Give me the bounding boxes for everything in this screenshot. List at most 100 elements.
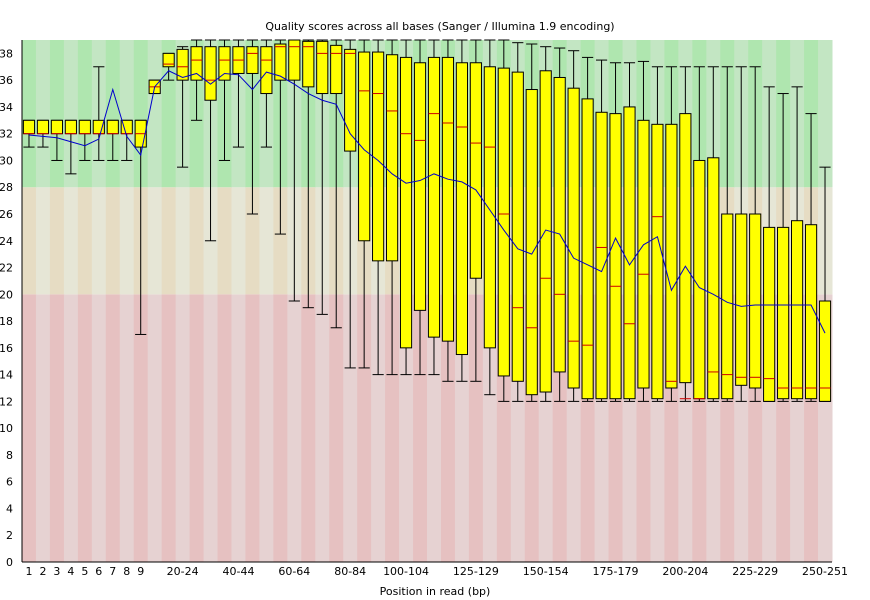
box-rect: [50, 119, 64, 135]
box-rect: [427, 56, 441, 338]
zone-poor-stripe: [399, 294, 414, 562]
zone-poor-stripe: [315, 294, 330, 562]
box-7: [106, 119, 119, 161]
zone-poor-stripe: [119, 294, 135, 562]
box-40-44: [232, 39, 245, 148]
zone-poor-stripe: [189, 294, 205, 562]
box-1: [22, 119, 36, 148]
box-rect: [735, 213, 748, 386]
box-6: [92, 66, 105, 161]
box-80-84: [344, 39, 357, 369]
x-tick-label: 200-204: [662, 565, 708, 578]
zone-reasonable-stripe: [49, 187, 65, 295]
box-rect: [246, 46, 259, 74]
zone-good-stripe: [22, 40, 37, 188]
box-100-104: [399, 39, 413, 376]
x-tick-label: 2: [39, 565, 46, 578]
zone-poor-stripe: [329, 294, 344, 562]
box-rect: [595, 111, 608, 400]
box-rect: [651, 123, 664, 400]
x-tick-label: 1: [25, 565, 32, 578]
zone-poor-stripe: [468, 294, 484, 562]
box-rect: [609, 113, 622, 400]
box-rect: [344, 48, 357, 152]
box-200-204: [679, 66, 692, 402]
zone-poor-stripe: [175, 294, 191, 562]
zone-poor-stripe: [357, 294, 372, 562]
zone-poor-stripe: [217, 294, 232, 562]
box-145-149: [525, 43, 538, 402]
zone-reasonable-stripe: [217, 187, 232, 295]
box-30-34: [204, 39, 217, 242]
box-rect: [581, 98, 594, 400]
box-3: [50, 119, 64, 161]
box-9: [134, 119, 147, 335]
box-50-54: [260, 39, 273, 148]
box-215-219: [721, 66, 734, 402]
zone-reasonable-stripe: [105, 187, 121, 295]
box-65-69: [302, 39, 315, 309]
x-tick-label: 6: [95, 565, 102, 578]
box-240-244: [791, 86, 804, 402]
box-160-164: [567, 50, 580, 402]
box-175-179: [609, 62, 622, 402]
box-rect: [330, 44, 343, 95]
mean-line: [28, 70, 826, 334]
box-rect: [665, 123, 678, 389]
box-195-199: [665, 66, 678, 402]
x-tick-label: 175-179: [593, 565, 639, 578]
y-tick-label: 30: [0, 154, 13, 167]
y-tick-label: 6: [6, 476, 13, 489]
y-tick-label: 32: [0, 128, 13, 141]
box-rect: [36, 119, 50, 135]
box-rect: [511, 71, 524, 382]
box-rect: [399, 56, 413, 349]
box-15-19: [162, 52, 175, 81]
zone-poor-stripe: [454, 294, 470, 562]
zone-poor-stripe: [343, 294, 358, 562]
box-rect: [721, 213, 734, 400]
box-rect: [260, 46, 273, 95]
y-tick-label: 26: [0, 208, 13, 221]
x-tick-label: 20-24: [167, 565, 199, 578]
box-2: [36, 119, 50, 148]
zone-poor-stripe: [273, 294, 288, 562]
x-tick-label: 80-84: [334, 565, 366, 578]
zone-reasonable-stripe: [63, 187, 79, 295]
box-rect: [218, 46, 231, 81]
box-120-124: [455, 39, 468, 382]
box-4: [64, 119, 77, 175]
box-rect: [413, 62, 427, 311]
zone-poor-stripe: [147, 294, 163, 562]
box-rect: [693, 159, 706, 400]
zone-poor-stripe: [482, 294, 498, 562]
box-245-249: [804, 113, 818, 402]
box-150-154: [539, 46, 552, 402]
box-rect: [274, 43, 287, 81]
box-115-119: [441, 39, 455, 382]
y-tick-label: 20: [0, 288, 13, 301]
zone-poor-stripe: [287, 294, 302, 562]
box-85-89: [358, 39, 371, 369]
x-tick-label: 8: [123, 565, 130, 578]
box-rect: [386, 54, 399, 262]
zone-reasonable-stripe: [22, 187, 37, 295]
zone-reasonable-stripe: [161, 187, 177, 295]
y-tick-label: 14: [0, 369, 13, 382]
box-rect: [78, 119, 91, 135]
box-105-109: [413, 39, 427, 376]
zone-reasonable-stripe: [259, 187, 274, 295]
box-rect: [497, 67, 510, 377]
zone-poor-stripe: [427, 294, 442, 562]
box-210-214: [707, 66, 720, 402]
box-rect: [749, 213, 762, 389]
zone-reasonable-stripe: [147, 187, 163, 295]
x-axis-label: Position in read (bp): [380, 585, 491, 598]
zone-poor-stripe: [301, 294, 316, 562]
box-rect: [623, 106, 636, 400]
zone-poor-stripe: [161, 294, 177, 562]
box-series: [22, 39, 832, 402]
zone-poor-stripe: [231, 294, 246, 562]
x-tick-label: 4: [67, 565, 74, 578]
